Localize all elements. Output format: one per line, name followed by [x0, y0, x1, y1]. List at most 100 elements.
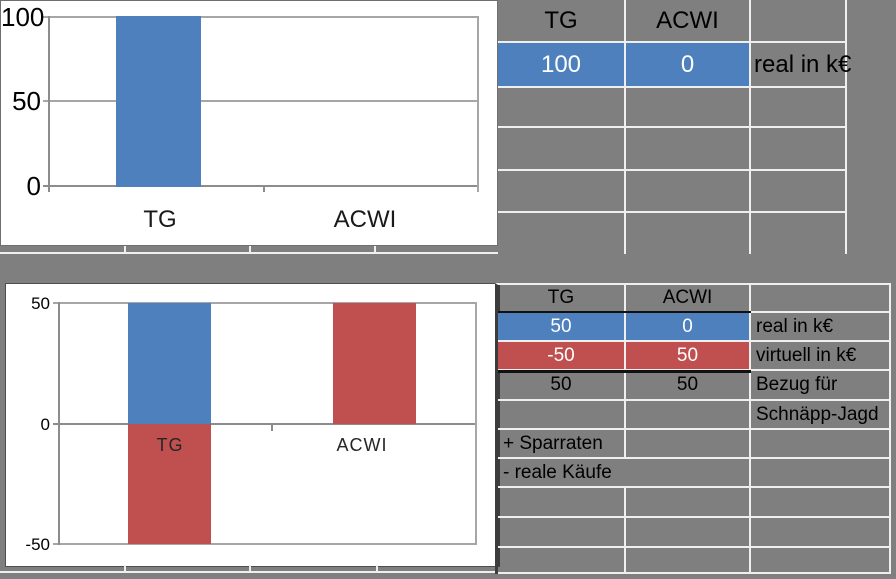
cell-row-label[interactable]: real in k€ — [751, 43, 851, 86]
cell-row-label[interactable]: real in k€ — [751, 313, 891, 340]
empty-cell[interactable] — [626, 488, 751, 516]
header-cell-empty[interactable] — [751, 285, 891, 311]
table-row — [498, 128, 847, 171]
chart-top-real-allocation[interactable]: 100 50 0 TG ACWI — [0, 0, 498, 246]
y-axis-line — [48, 16, 50, 192]
empty-cell[interactable] — [751, 518, 891, 546]
cell-row-label[interactable]: Schnäpp-Jagd — [751, 401, 891, 428]
empty-cell[interactable] — [498, 548, 626, 572]
table-row — [498, 88, 847, 128]
header-cell-acwi[interactable]: ACWI — [626, 0, 751, 41]
gridline-stub — [249, 246, 251, 252]
empty-cell[interactable] — [626, 518, 751, 546]
bar-acwi-virtual[interactable] — [333, 303, 416, 424]
table-top-real: TG ACWI 100 0 real in k€ — [498, 0, 851, 254]
xlabel-tg: TG — [156, 435, 184, 455]
x-axis-line — [43, 185, 479, 187]
ytick-neg50: -50 — [25, 535, 50, 554]
bar-tg-real[interactable] — [116, 16, 201, 187]
gridline-stub — [374, 246, 376, 252]
table-row: -50 50 virtuell in k€ — [498, 342, 891, 371]
table-row: TG ACWI — [498, 0, 847, 43]
plot-right-border — [475, 302, 477, 545]
table-row: TG ACWI — [498, 285, 891, 313]
xlabel-tg: TG — [143, 206, 177, 233]
table-row: Schnäpp-Jagd — [498, 401, 891, 430]
empty-cell[interactable] — [751, 88, 847, 126]
ytick-0: 0 — [26, 171, 41, 201]
cell-reale-kaeufe[interactable]: - reale Käufe — [498, 459, 751, 486]
empty-cell[interactable] — [626, 171, 751, 211]
xlabel-acwi: ACWI — [336, 435, 388, 455]
empty-cell[interactable] — [626, 401, 751, 428]
empty-cell[interactable] — [751, 213, 847, 254]
empty-cell[interactable] — [626, 128, 751, 169]
ytick-50: 50 — [31, 294, 50, 313]
ytick-0: 0 — [40, 415, 50, 434]
gridline-neg50 — [53, 543, 477, 545]
chart-bottom-real-virtual[interactable]: 50 0 -50 TG ACWI — [5, 283, 500, 567]
black-border-top — [498, 311, 751, 313]
cell-row-label[interactable]: Bezug für — [751, 371, 891, 399]
x-axis-line — [53, 423, 477, 425]
empty-cell[interactable] — [626, 213, 751, 254]
empty-cell[interactable] — [751, 128, 847, 169]
table-bottom-real-virtual: TG ACWI 50 0 real in k€ -50 50 virtuell … — [495, 283, 891, 574]
cell-tg-sum[interactable]: 50 — [498, 371, 626, 399]
empty-cell[interactable] — [626, 548, 751, 572]
black-border-bottom — [498, 370, 751, 373]
gridline-stub — [376, 565, 378, 571]
cell-row-label[interactable]: virtuell in k€ — [751, 342, 891, 369]
header-cell-tg[interactable]: TG — [498, 0, 626, 41]
empty-cell[interactable] — [751, 171, 847, 211]
gridline-stub — [124, 246, 126, 252]
empty-cell[interactable] — [751, 459, 891, 486]
cell-sparraten[interactable]: + Sparraten — [498, 430, 626, 457]
empty-cell[interactable] — [626, 88, 751, 126]
gridline-50 — [53, 302, 477, 304]
empty-cell[interactable] — [498, 488, 626, 516]
empty-cell[interactable] — [751, 488, 891, 516]
cell-tg-virtual[interactable]: -50 — [498, 342, 626, 369]
empty-cell[interactable] — [751, 548, 891, 572]
bar-tg-virtual[interactable] — [128, 424, 211, 544]
ytick-100: 100 — [1, 2, 45, 32]
table-row — [498, 213, 847, 254]
header-cell-acwi[interactable]: ACWI — [626, 285, 751, 311]
category-tick — [263, 185, 265, 192]
gridline-50 — [43, 100, 479, 102]
empty-cell[interactable] — [498, 213, 626, 254]
empty-cell[interactable] — [498, 518, 626, 546]
table-row — [498, 548, 891, 574]
cell-acwi-real[interactable]: 0 — [626, 313, 751, 340]
empty-cell[interactable] — [498, 171, 626, 211]
table-row — [498, 171, 847, 213]
cell-tg-real[interactable]: 50 — [498, 313, 626, 340]
gridline-stub — [0, 252, 498, 254]
y-axis-line — [58, 302, 60, 545]
gridline-stub — [0, 571, 498, 573]
gridline-100 — [43, 16, 479, 18]
table-row — [498, 518, 891, 548]
empty-cell[interactable] — [498, 128, 626, 169]
cell-tg-real[interactable]: 100 — [498, 43, 626, 86]
header-cell-tg[interactable]: TG — [498, 285, 626, 311]
bar-tg-real[interactable] — [128, 303, 211, 424]
category-tick — [271, 423, 273, 431]
xlabel-acwi: ACWI — [333, 206, 397, 233]
table-row: 50 50 Bezug für — [498, 371, 891, 401]
empty-cell[interactable] — [626, 430, 751, 457]
empty-cell[interactable] — [498, 401, 626, 428]
gridline-stub — [124, 565, 126, 571]
table-row — [498, 488, 891, 518]
cell-acwi-real[interactable]: 0 — [626, 43, 751, 86]
cell-acwi-virtual[interactable]: 50 — [626, 342, 751, 369]
table-row: - reale Käufe — [498, 459, 891, 488]
empty-cell[interactable] — [751, 430, 891, 457]
table-row: 50 0 real in k€ — [498, 313, 891, 342]
cell-acwi-sum[interactable]: 50 — [626, 371, 751, 399]
header-cell-empty[interactable] — [751, 0, 847, 41]
gridline-stub — [249, 565, 251, 571]
empty-cell[interactable] — [498, 88, 626, 126]
